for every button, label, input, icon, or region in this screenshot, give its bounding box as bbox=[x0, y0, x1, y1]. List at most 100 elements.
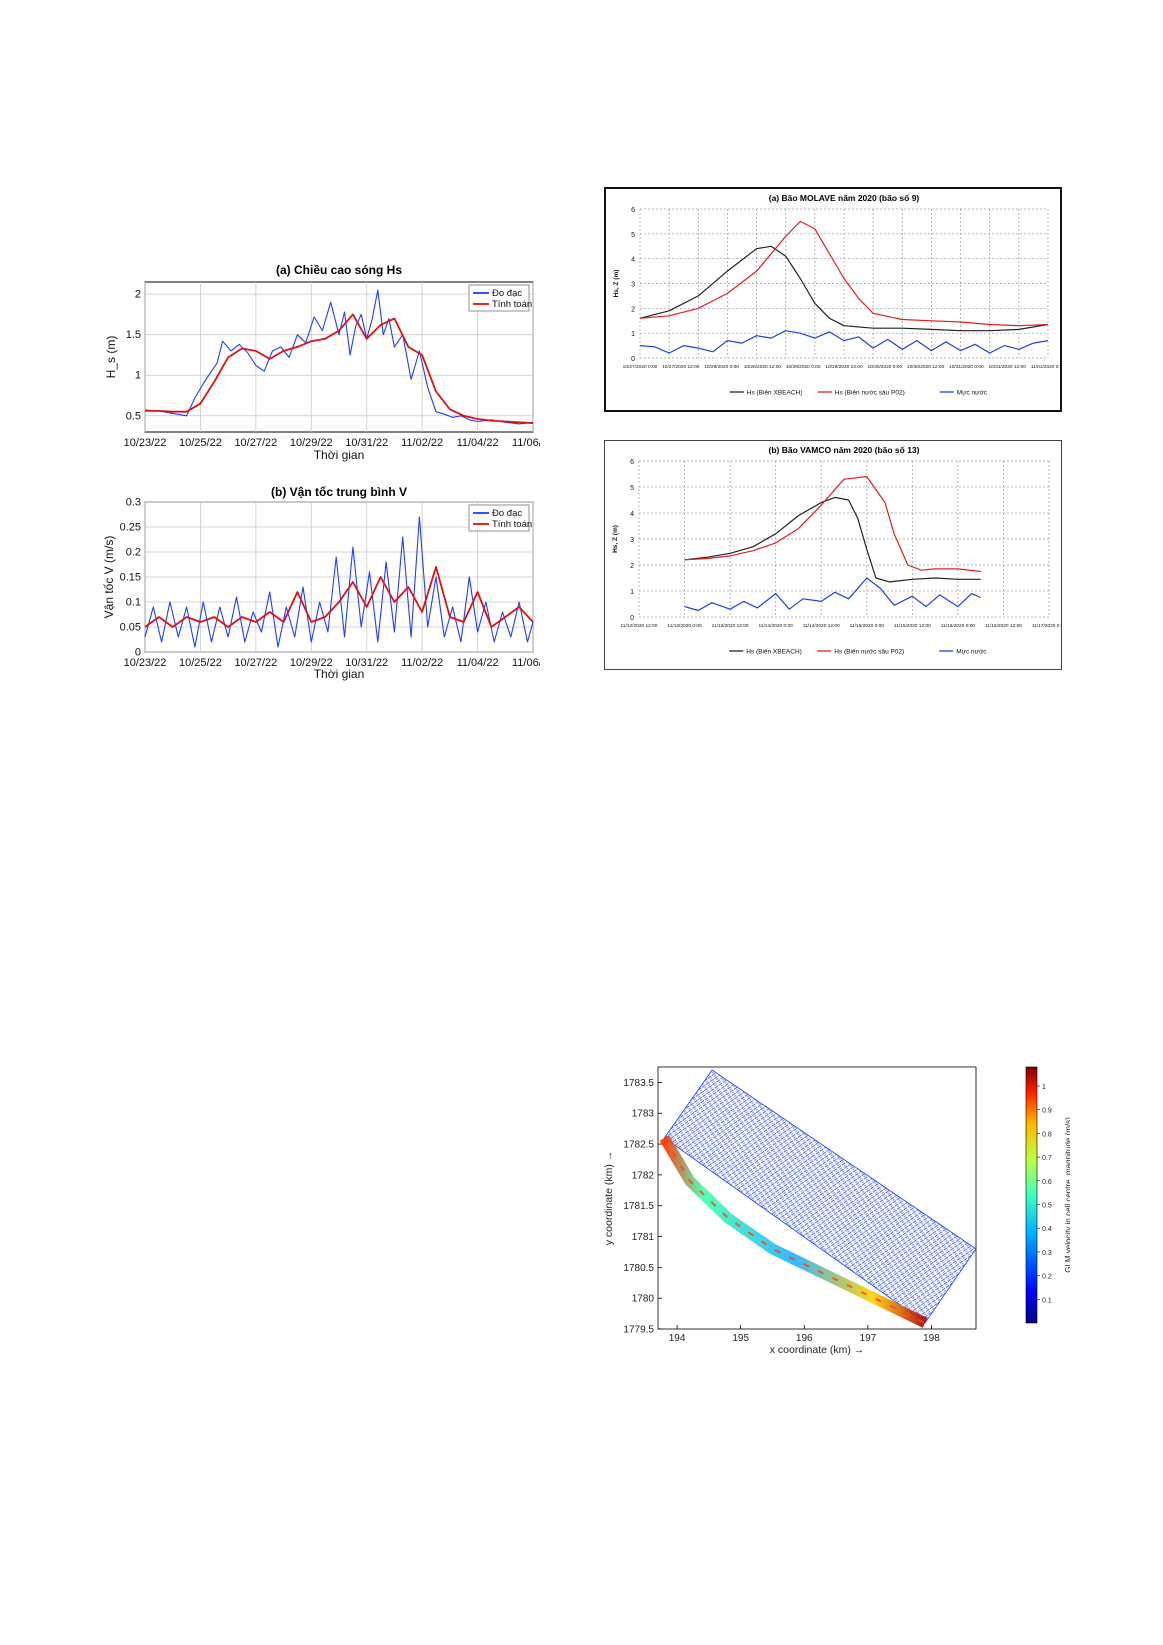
chart-a-wave-height: (a) Chiều cao sóng Hs 10/23/22 10/25/22 10/… bbox=[100, 258, 554, 480]
y-tick-label-1: 1 bbox=[630, 589, 634, 596]
x-axis-label: x coordinate (km) → bbox=[770, 1344, 865, 1355]
x-tick-label-3: 10/28/2020 12:00 bbox=[744, 364, 782, 370]
x-tick-label-9: 10/31/2020 12:00 bbox=[989, 364, 1027, 370]
legend-label-1: Tính toán bbox=[492, 299, 532, 310]
x-tick-label-3: 10/29/22 bbox=[290, 437, 333, 449]
legend-label-1: Tính toán bbox=[492, 519, 532, 530]
legend-box bbox=[468, 504, 530, 532]
chart-vamco: (b) Bão VAMCO năm 2020 (bão số 13) 0 1 2 3 4 5… bbox=[604, 440, 1066, 670]
y-tick-label-3: 1781 bbox=[632, 1232, 655, 1243]
x-tick-label-7: 10/30/2020 12:00 bbox=[907, 364, 945, 370]
colorbar-tick-label-4: 0.5 bbox=[1042, 1202, 1052, 1209]
y-tick-label-3: 3 bbox=[630, 537, 634, 544]
y-tick-label-0: 0 bbox=[135, 647, 141, 659]
y-tick-label-4: 1781.5 bbox=[623, 1201, 654, 1212]
y-tick-label-0: 0 bbox=[630, 615, 634, 622]
y-tick-label-4: 4 bbox=[631, 257, 635, 264]
y-tick-label-3: 0.15 bbox=[120, 572, 141, 584]
y-tick-label-1: 1 bbox=[135, 370, 141, 382]
x-tick-label-5: 11/15/2020 0:00 bbox=[850, 623, 885, 629]
y-tick-label-5: 1782 bbox=[632, 1170, 655, 1181]
x-tick-label-7: 11/16/2020 0:00 bbox=[941, 623, 976, 629]
y-tick-label-2: 2 bbox=[630, 563, 634, 570]
y-axis-label: Hs, Z (m) bbox=[612, 525, 619, 553]
x-tick-label-1: 11/13/2020 0:00 bbox=[667, 623, 702, 629]
y-axis-label: Hs, Z (m) bbox=[613, 270, 620, 298]
x-tick-label-1: 10/25/22 bbox=[179, 657, 222, 669]
x-tick-label-2: 10/27/22 bbox=[234, 437, 277, 449]
series-line-2 bbox=[684, 577, 981, 612]
y-tick-label-6: 6 bbox=[631, 207, 635, 214]
chart-title: (a) Chiều cao sóng Hs bbox=[276, 263, 402, 277]
chart-vamco-svg: (b) Bão VAMCO năm 2020 (bão số 13) 0 1 2 3 4 5… bbox=[612, 445, 1066, 656]
x-tick-label-2: 10/27/22 bbox=[234, 657, 277, 669]
x-tick-label-2: 10/28/2020 0:00 bbox=[704, 364, 739, 370]
series-line-1 bbox=[144, 566, 534, 628]
y-tick-label-8: 1783.5 bbox=[623, 1078, 654, 1089]
x-tick-label-0: 10/23/22 bbox=[124, 657, 167, 669]
y-tick-label-3: 3 bbox=[631, 282, 635, 289]
y-tick-label-6: 1782.5 bbox=[623, 1140, 654, 1151]
legend-label-0: Đo đạc bbox=[492, 508, 522, 519]
colorbar-tick-label-9: 1 bbox=[1042, 1084, 1046, 1091]
x-axis-label: Thời gian bbox=[314, 667, 365, 681]
chart-b-velocity: (b) Vận tốc trung bình V 10/23/22 10/25/22… bbox=[100, 484, 554, 692]
y-tick-label-6: 0.3 bbox=[126, 497, 141, 509]
series-line-0 bbox=[639, 245, 1049, 332]
colorbar-tick-label-5: 0.6 bbox=[1042, 1179, 1052, 1186]
x-tick-label-9: 11/17/2020 0:00 bbox=[1032, 623, 1061, 629]
colorbar-tick-label-3: 0.4 bbox=[1042, 1226, 1052, 1233]
x-tick-label-5: 10/29/2020 12:00 bbox=[825, 364, 863, 370]
legend-label-1: Hs (Biên nước sâu P02) bbox=[835, 390, 905, 397]
x-tick-label-4: 10/29/2020 0:00 bbox=[786, 364, 821, 370]
colorbar-tick-label-0: 0.1 bbox=[1042, 1297, 1052, 1304]
x-tick-label-5: 11/02/22 bbox=[401, 437, 443, 449]
x-tick-label-5: 11/02/22 bbox=[401, 657, 443, 669]
x-axis-label: Thời gian bbox=[314, 448, 365, 462]
x-tick-label-8: 11/16/2020 12:00 bbox=[985, 623, 1022, 629]
x-tick-label-4: 10/31/22 bbox=[345, 657, 388, 669]
x-tick-label-4: 198 bbox=[923, 1333, 940, 1344]
x-tick-label-10: 11/01/2020 0:00 bbox=[1031, 364, 1060, 370]
y-axis-label: y coordinate (km) → bbox=[603, 1151, 615, 1246]
y-tick-label-6: 6 bbox=[630, 459, 634, 466]
y-axis-label: Vận tốc V (m/s) bbox=[102, 536, 116, 619]
x-tick-label-2: 11/13/2020 12:00 bbox=[712, 623, 749, 629]
series-line-0 bbox=[144, 289, 534, 425]
x-tick-label-4: 11/14/2020 12:00 bbox=[803, 623, 840, 629]
legend-label-2: Mực nước bbox=[956, 649, 987, 656]
x-tick-label-1: 10/25/22 bbox=[179, 437, 222, 449]
y-tick-label-5: 5 bbox=[630, 485, 634, 492]
colorbar bbox=[1025, 1066, 1038, 1324]
x-tick-label-6: 11/04/22 bbox=[457, 657, 499, 669]
y-tick-label-4: 0.2 bbox=[126, 547, 141, 559]
y-tick-label-0: 1779.5 bbox=[623, 1325, 654, 1336]
x-tick-label-3: 11/14/2020 0:00 bbox=[759, 623, 794, 629]
plot-area bbox=[144, 281, 534, 433]
legend-label-1: Hs (Biên nước sâu P02) bbox=[834, 649, 904, 656]
x-tick-label-4: 10/31/22 bbox=[345, 437, 388, 449]
velocity-vector-field bbox=[663, 1069, 977, 1324]
series-line-1 bbox=[639, 220, 1049, 327]
x-tick-label-2: 196 bbox=[796, 1333, 813, 1344]
colorbar-tick-label-1: 0.2 bbox=[1042, 1274, 1052, 1281]
chart-b-svg: (b) Vận tốc trung bình V 10/23/22 10/25/22… bbox=[102, 485, 554, 681]
chart-title: (b) Bão VAMCO năm 2020 (bão số 13) bbox=[769, 445, 920, 455]
y-axis-label: H_s (m) bbox=[104, 336, 118, 379]
series-line-1 bbox=[684, 475, 981, 573]
y-tick-label-5: 0.25 bbox=[120, 522, 141, 534]
x-tick-label-7: 11/06/22 bbox=[512, 437, 540, 449]
series-line-1 bbox=[145, 313, 534, 424]
y-tick-label-1: 1 bbox=[631, 331, 635, 338]
y-tick-label-2: 0.1 bbox=[126, 597, 141, 609]
chart-molave-svg: (a) Bão MOLAVE năm 2020 (bão số 9) 0 1 2 3 4 5… bbox=[613, 193, 1065, 397]
colorbar-tick-label-7: 0.8 bbox=[1042, 1131, 1052, 1138]
x-tick-label-1: 10/27/2020 12:00 bbox=[662, 364, 700, 370]
y-tick-label-0: 0.5 bbox=[126, 410, 141, 422]
colorbar-label: GLM velocity in cell centre, magnitude (… bbox=[1064, 1117, 1070, 1273]
legend-box bbox=[468, 284, 530, 312]
x-tick-label-1: 195 bbox=[732, 1333, 749, 1344]
colorbar-tick-label-8: 0.9 bbox=[1042, 1108, 1052, 1115]
y-tick-label-3: 2 bbox=[135, 289, 141, 301]
surf-zone-peak bbox=[663, 1137, 926, 1324]
